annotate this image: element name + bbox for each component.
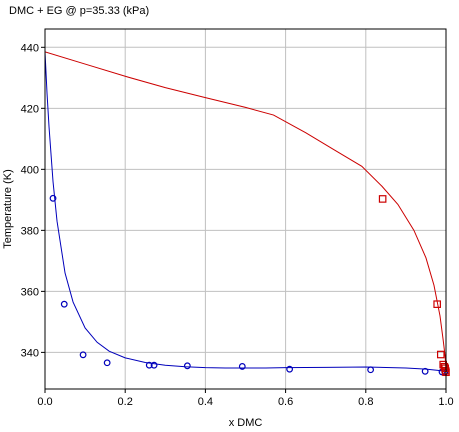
bubble-point bbox=[60, 300, 68, 308]
curve-layer bbox=[45, 51, 446, 373]
y-tick-label: 340 bbox=[21, 347, 39, 359]
plot-frame bbox=[44, 28, 447, 390]
x-tick-label: 0.4 bbox=[198, 396, 213, 408]
bubble-point bbox=[421, 367, 429, 375]
y-tick-label: 360 bbox=[21, 286, 39, 298]
bubble-point bbox=[49, 194, 57, 202]
x-tick-label: 1.0 bbox=[438, 396, 453, 408]
dew-point bbox=[436, 350, 445, 359]
y-axis-label: Temperature (K) bbox=[2, 169, 14, 248]
chart-title: DMC + EG @ p=35.33 (kPa) bbox=[9, 5, 150, 17]
point-layer bbox=[49, 194, 450, 377]
bubble-point bbox=[103, 359, 111, 367]
dew-curve bbox=[45, 51, 446, 372]
bubble-point bbox=[286, 365, 294, 373]
bubble-curve bbox=[45, 51, 446, 373]
y-tick-label: 420 bbox=[21, 103, 39, 115]
x-tick-label: 0.0 bbox=[37, 396, 52, 408]
x-tick-label: 0.2 bbox=[118, 396, 133, 408]
x-axis-label: x DMC bbox=[229, 417, 263, 429]
bubble-point bbox=[150, 361, 158, 369]
y-tick-label: 400 bbox=[21, 164, 39, 176]
x-tick-label: 0.6 bbox=[278, 396, 293, 408]
x-tick-label: 0.8 bbox=[358, 396, 373, 408]
y-tick-label: 440 bbox=[21, 42, 39, 54]
y-tick-label: 380 bbox=[21, 225, 39, 237]
bubble-point bbox=[79, 351, 87, 359]
bubble-point bbox=[367, 366, 375, 374]
bubble-point bbox=[238, 363, 246, 370]
dew-point bbox=[433, 300, 441, 308]
grid-layer bbox=[45, 29, 446, 389]
dew-point bbox=[378, 195, 387, 203]
bubble-point bbox=[183, 362, 191, 370]
tick-layer: 0.0 0.2 0.4 0.6 0.8 1.0 340 360 380 400 420 440 bbox=[21, 42, 454, 408]
bubble-point bbox=[145, 361, 153, 369]
dew-point bbox=[440, 362, 449, 371]
